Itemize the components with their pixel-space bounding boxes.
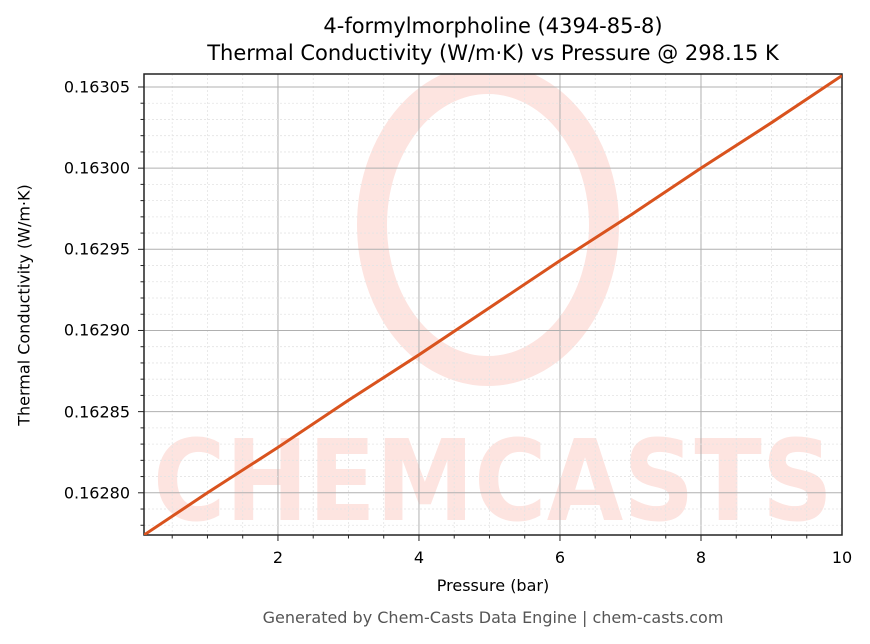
data-line [144, 74, 842, 535]
x-tick-label: 2 [272, 548, 284, 567]
y-tick-label: 0.16300 [63, 158, 130, 178]
x-tick-label: 10 [831, 548, 853, 567]
x-tick-label: 4 [413, 548, 425, 567]
y-tick-label: 0.16280 [63, 483, 130, 503]
y-axis-label: Thermal Conductivity (W/m·K) [14, 184, 34, 426]
chart-title-property: Thermal Conductivity (W/m·K) vs Pressure… [207, 41, 779, 65]
x-tick-label: 6 [554, 548, 566, 567]
x-axis-label: Pressure (bar) [436, 576, 550, 595]
chemcasts-watermark: CHEMCASTS [153, 74, 833, 547]
y-tick-label: 0.16305 [63, 77, 130, 97]
x-tick-label: 8 [695, 548, 707, 567]
y-tick-label: 0.16295 [63, 239, 130, 259]
chart-title-compound: 4-formylmorpholine (4394-85-8) [323, 14, 663, 38]
grid-lines [144, 74, 842, 535]
axes-frame [143, 73, 843, 536]
svg-text:CHEMCASTS: CHEMCASTS [153, 417, 833, 547]
axis-ticks [138, 86, 808, 541]
footer-credit: Generated by Chem-Casts Data Engine | ch… [262, 608, 724, 627]
y-tick-label: 0.16285 [63, 402, 130, 422]
y-tick-label: 0.16290 [63, 320, 130, 340]
